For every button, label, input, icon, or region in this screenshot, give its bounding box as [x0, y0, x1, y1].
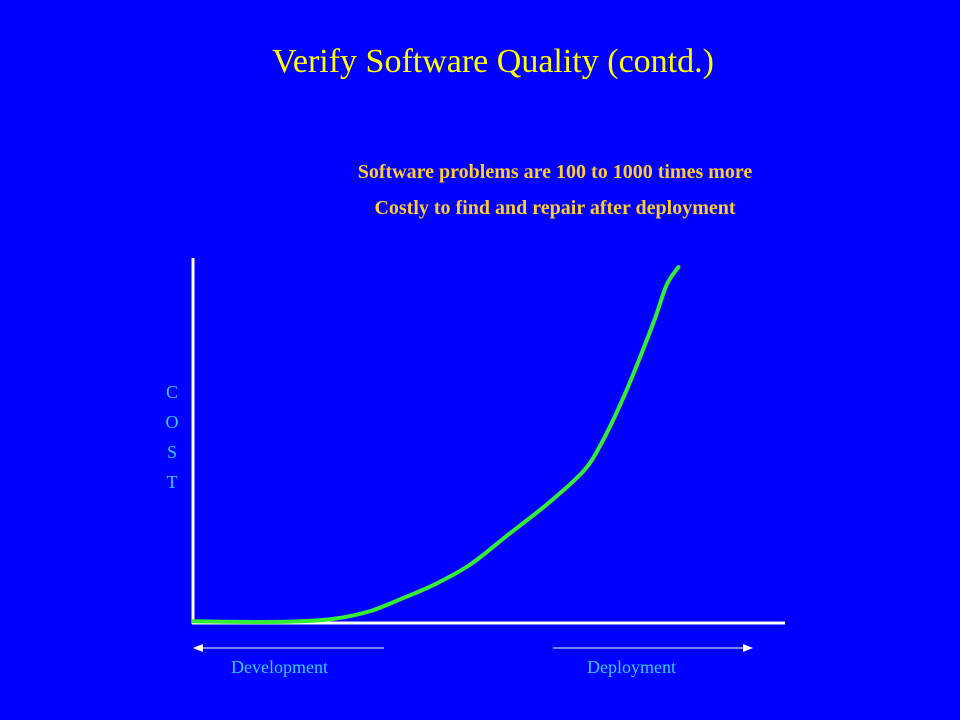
development-label: Development — [231, 657, 328, 677]
y-axis-letter-c: C — [165, 382, 178, 402]
slide-title: Verify Software Quality (contd.) — [272, 43, 714, 80]
y-axis-letter-t: T — [166, 472, 178, 492]
y-axis-label: C O S T — [162, 377, 182, 497]
subtitle-line-2: Costly to find and repair after deployme… — [374, 197, 736, 219]
deployment-label: Deployment — [587, 657, 676, 677]
y-axis-letter-o: O — [165, 412, 179, 432]
axes — [191, 258, 785, 625]
y-axis-letter-s: S — [166, 442, 177, 462]
cost-curve — [191, 265, 681, 624]
subtitle-line-1: Software problems are 100 to 1000 times … — [357, 161, 753, 183]
